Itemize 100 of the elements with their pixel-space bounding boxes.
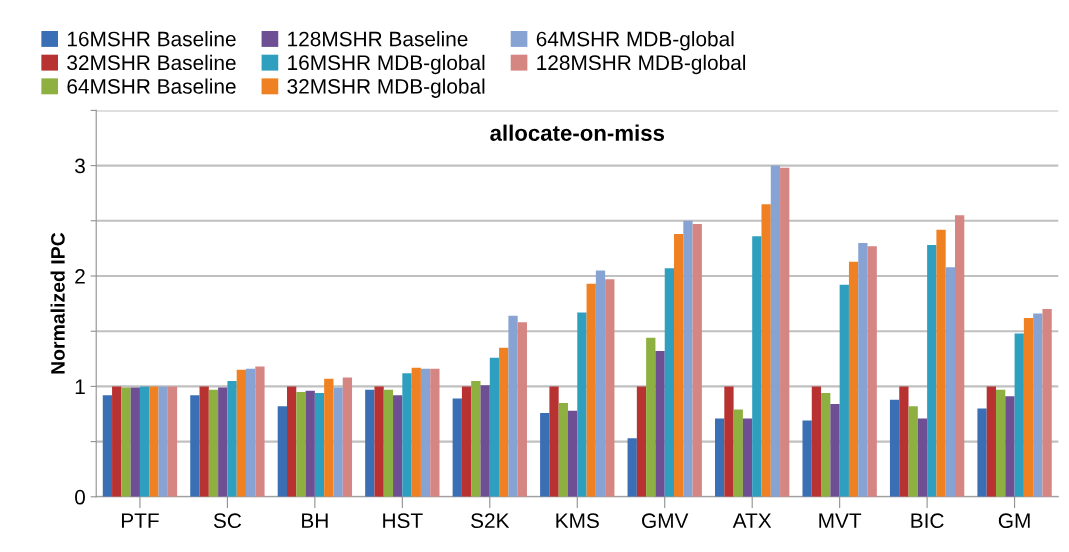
bar [945, 267, 955, 497]
text: allocate-on-miss [490, 124, 665, 141]
bar [664, 268, 675, 497]
bar [1042, 309, 1052, 497]
bar [1033, 313, 1043, 497]
bar [517, 322, 527, 497]
legend-label: 32MSHR MDB-global [287, 78, 485, 98]
bar [130, 387, 140, 497]
bar [121, 387, 131, 497]
bar [218, 387, 228, 497]
bar [402, 373, 412, 497]
bar [286, 386, 297, 497]
bar [1005, 396, 1015, 497]
bar [715, 418, 725, 497]
bar [802, 420, 812, 497]
bar [383, 389, 394, 497]
bar [927, 245, 937, 497]
bar [365, 389, 375, 497]
bar [683, 220, 693, 497]
x-tick-label: GMV [642, 513, 689, 529]
bar [149, 386, 159, 497]
bar [430, 368, 440, 497]
bar [549, 386, 559, 497]
bar [374, 386, 384, 497]
legend-label: 64MSHR Baseline [67, 78, 236, 94]
bar [236, 369, 246, 497]
bar [558, 402, 568, 497]
bar [461, 386, 472, 497]
bar [489, 357, 500, 497]
bar [586, 283, 596, 497]
legend-label: 16MSHR MDB-global [288, 54, 485, 75]
bar [296, 391, 306, 497]
bar [540, 412, 550, 497]
x-tick-label: BIC [911, 513, 944, 529]
bar [889, 399, 900, 497]
bar [499, 347, 509, 497]
bar [821, 393, 831, 497]
bar [199, 386, 209, 497]
bar [112, 386, 122, 497]
bar [839, 284, 849, 497]
y-tick-label: 2 [75, 269, 85, 284]
bar [595, 270, 606, 497]
bar [420, 368, 431, 497]
bar [227, 380, 237, 497]
bar [314, 393, 325, 497]
bar [770, 165, 781, 497]
bar [208, 389, 219, 497]
bar [567, 410, 578, 497]
bar [627, 438, 637, 497]
legend-label: 128MSHR Baseline [288, 31, 468, 47]
bar [158, 386, 168, 497]
bar [646, 337, 656, 497]
bar [333, 387, 343, 497]
bar [692, 224, 702, 497]
bar [245, 368, 256, 497]
bar [1014, 333, 1024, 497]
x-tick-label: BH [302, 513, 328, 528]
x-tick-label: SC [213, 513, 242, 529]
bar [954, 215, 965, 497]
bar [342, 377, 353, 497]
bar [480, 385, 490, 497]
x-tick-label: ATX [732, 513, 772, 528]
bar [867, 246, 877, 497]
bar [830, 404, 840, 497]
bar [752, 236, 762, 497]
legend-label: 32MSHR Baseline [67, 54, 236, 71]
bar [577, 312, 587, 497]
bar [139, 386, 150, 497]
bar [977, 408, 987, 497]
x-tick-label: KMS [556, 513, 599, 529]
bar [848, 261, 859, 497]
y-axis-title: Normalized IPC [50, 232, 65, 374]
bar [508, 315, 518, 497]
bar [908, 406, 918, 497]
legend-label: 16MSHR Baseline [67, 31, 236, 47]
bar [674, 234, 684, 497]
x-tick-label: S2K [471, 513, 510, 529]
bar [733, 409, 743, 497]
x-tick-label: GM [998, 513, 1030, 529]
x-tick-label: MVT [819, 513, 862, 528]
bar [936, 229, 946, 497]
bar [1023, 317, 1034, 497]
bar [761, 204, 771, 497]
bar [742, 418, 753, 497]
bar [324, 378, 334, 497]
bar [102, 395, 113, 497]
bar [305, 390, 315, 497]
bar [277, 406, 287, 497]
bar [899, 386, 909, 497]
bar [636, 386, 647, 497]
bar [724, 386, 734, 497]
bar [811, 386, 822, 497]
bar [255, 366, 265, 497]
bar [655, 351, 665, 497]
bar [452, 398, 462, 497]
bar [190, 395, 200, 497]
bar [411, 367, 421, 497]
legend-label: 128MSHR MDB-global [537, 54, 746, 75]
x-tick-label: HST [383, 513, 423, 529]
bar [780, 167, 790, 497]
